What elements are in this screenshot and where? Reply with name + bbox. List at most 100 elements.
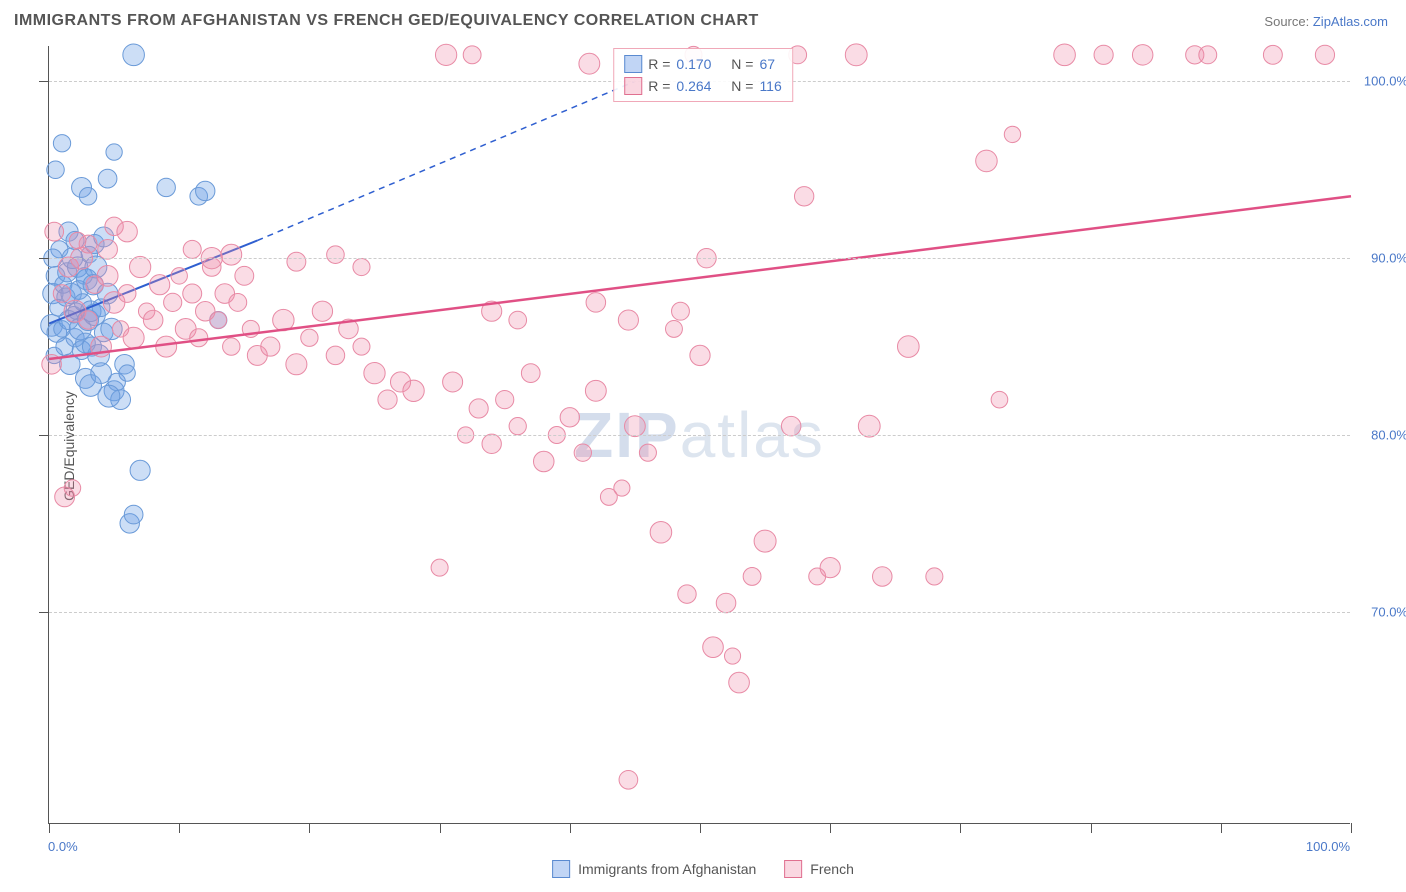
swatch-blue — [624, 55, 642, 73]
scatter-point — [312, 301, 332, 321]
gridline — [49, 258, 1350, 259]
scatter-point — [130, 460, 150, 480]
legend-row: R = 0.170 N = 67 — [624, 53, 782, 75]
scatter-point — [261, 337, 280, 356]
scatter-point — [196, 181, 215, 200]
x-tick — [1221, 823, 1222, 833]
scatter-point — [794, 187, 813, 206]
scatter-point — [509, 418, 526, 435]
x-tick — [830, 823, 831, 833]
scatter-point — [690, 345, 710, 365]
scatter-point — [171, 268, 187, 284]
plot-area: ZIPatlas 70.0%80.0%90.0%100.0% — [48, 46, 1350, 824]
scatter-point — [353, 338, 370, 355]
scatter-point — [156, 336, 177, 357]
scatter-point — [123, 44, 145, 66]
x-tick — [49, 823, 50, 833]
r-value: 0.264 — [676, 78, 711, 94]
scatter-point — [47, 161, 65, 179]
scatter-point — [619, 770, 638, 789]
scatter-point — [463, 46, 481, 64]
scatter-point — [183, 284, 202, 303]
scatter-point — [106, 144, 122, 160]
scatter-point — [79, 188, 97, 206]
scatter-point — [1004, 126, 1020, 142]
scatter-point — [45, 222, 64, 241]
legend-label-french: French — [810, 861, 854, 877]
scatter-point — [190, 329, 208, 347]
scatter-point — [1054, 44, 1076, 66]
chart-title: IMMIGRANTS FROM AFGHANISTAN VS FRENCH GE… — [14, 12, 759, 30]
scatter-point — [639, 444, 656, 461]
scatter-point — [301, 329, 318, 346]
r-label: R = — [648, 56, 670, 72]
y-tick — [39, 435, 49, 436]
scatter-point — [976, 150, 998, 172]
scatter-point — [716, 593, 736, 613]
scatter-point — [69, 232, 86, 249]
scatter-point — [533, 451, 554, 472]
scatter-point — [1199, 46, 1217, 64]
scatter-point — [665, 320, 682, 337]
scatter-point — [431, 559, 448, 576]
swatch-pink — [784, 860, 802, 878]
scatter-point — [91, 363, 112, 384]
swatch-blue — [552, 860, 570, 878]
scatter-point — [926, 568, 943, 585]
x-tick — [700, 823, 701, 833]
scatter-point — [586, 293, 606, 313]
y-tick — [39, 612, 49, 613]
scatter-point — [521, 364, 540, 383]
n-value: 67 — [759, 56, 775, 72]
y-tick-label: 80.0% — [1358, 428, 1406, 443]
y-tick-label: 100.0% — [1358, 74, 1406, 89]
scatter-point — [98, 385, 120, 407]
scatter-point — [378, 390, 397, 409]
legend-label-afghanistan: Immigrants from Afghanistan — [578, 861, 756, 877]
scatter-point — [858, 415, 880, 437]
scatter-point — [98, 239, 118, 259]
x-tick — [960, 823, 961, 833]
scatter-point — [97, 265, 118, 286]
source-link[interactable]: ZipAtlas.com — [1313, 14, 1388, 29]
scatter-point — [1315, 45, 1334, 64]
scatter-point — [1094, 45, 1113, 64]
scatter-point — [130, 256, 151, 277]
scatter-point — [482, 434, 501, 453]
y-tick-label: 90.0% — [1358, 251, 1406, 266]
n-label: N = — [731, 56, 753, 72]
scatter-point — [123, 327, 144, 348]
regression-line-dashed — [257, 81, 635, 240]
scatter-point — [678, 585, 696, 603]
x-label-max: 100.0% — [1306, 839, 1350, 854]
scatter-point — [150, 275, 170, 295]
gridline — [49, 612, 1350, 613]
series-legend: Immigrants from Afghanistan French — [552, 860, 854, 878]
scatter-point — [210, 312, 227, 329]
r-value: 0.170 — [676, 56, 711, 72]
x-tick — [179, 823, 180, 833]
scatter-point — [585, 380, 606, 401]
scatter-point — [223, 338, 240, 355]
scatter-point — [403, 380, 424, 401]
scatter-point — [650, 521, 672, 543]
scatter-point — [579, 53, 600, 74]
scatter-point — [183, 240, 201, 258]
scatter-point — [119, 365, 135, 381]
r-label: R = — [648, 78, 670, 94]
scatter-point — [229, 293, 247, 311]
x-tick — [309, 823, 310, 833]
scatter-point — [618, 310, 638, 330]
x-tick — [1091, 823, 1092, 833]
scatter-point — [326, 346, 345, 365]
scatter-point — [781, 416, 801, 436]
scatter-point — [560, 408, 579, 427]
y-tick — [39, 81, 49, 82]
scatter-point — [164, 293, 182, 311]
scatter-point — [897, 336, 919, 358]
legend-item-afghanistan: Immigrants from Afghanistan — [552, 860, 756, 878]
legend-item-french: French — [784, 860, 854, 878]
legend-row: R = 0.264 N = 116 — [624, 75, 782, 97]
scatter-point — [286, 354, 307, 375]
scatter-point — [469, 399, 488, 418]
